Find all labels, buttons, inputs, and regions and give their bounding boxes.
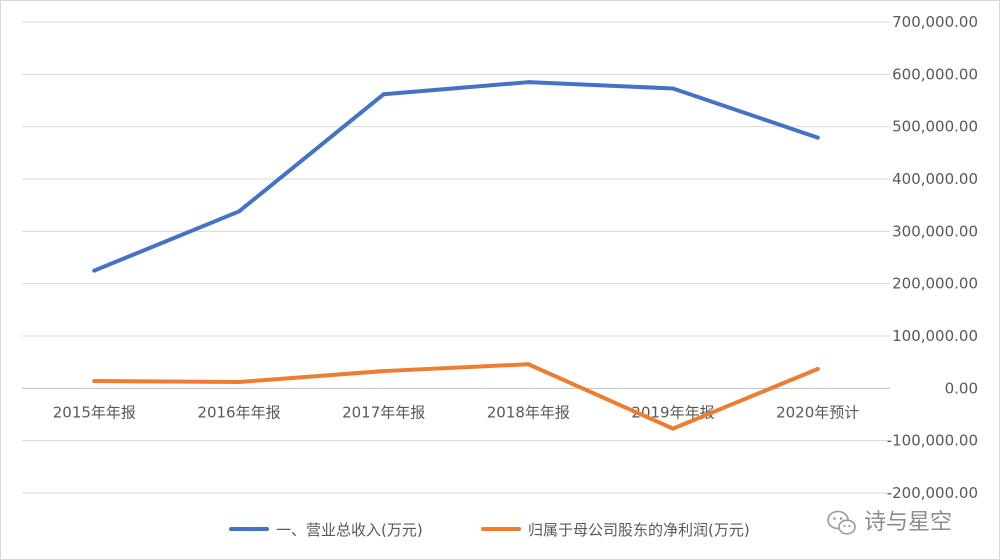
y-tick-label: 300,000.00: [892, 222, 978, 240]
y-tick-label: 0.00: [945, 379, 978, 397]
data-point: [815, 135, 820, 140]
y-tick-label: 200,000.00: [892, 275, 978, 293]
wechat-icon: [827, 510, 856, 535]
y-tick-label: 500,000.00: [892, 118, 978, 136]
data-point: [671, 426, 675, 431]
watermark-text: 诗与星空: [864, 510, 952, 535]
y-tick-label: -100,000.00: [887, 432, 978, 450]
y-axis-tick-labels: -200,000.00 -100,000.00 0.00 100,000.00 200,…: [887, 13, 978, 502]
x-tick-label: 2017年年报: [342, 403, 425, 421]
legend-label-revenue: 一、营业总收入(万元): [276, 521, 423, 539]
y-tick-label: -200,000.00: [887, 484, 978, 502]
x-tick-label: 2020年预计: [776, 403, 859, 421]
y-tick-label: 100,000.00: [892, 327, 978, 345]
data-point: [381, 369, 386, 374]
data-point: [381, 92, 386, 97]
series-lines: [92, 80, 820, 431]
data-point: [526, 80, 531, 85]
x-tick-label: 2015年年报: [53, 403, 136, 421]
y-tick-label: 400,000.00: [892, 170, 978, 188]
data-point: [237, 380, 241, 385]
x-tick-label: 2018年年报: [487, 403, 570, 421]
data-point: [237, 209, 241, 214]
legend-label-net-profit: 归属于母公司股东的净利润(万元): [528, 521, 750, 539]
data-point: [92, 268, 97, 273]
data-point: [671, 86, 675, 91]
x-tick-label: 2019年年报: [631, 403, 714, 421]
y-tick-label: 600,000.00: [892, 65, 978, 83]
legend: 一、营业总收入(万元) 归属于母公司股东的净利润(万元): [229, 521, 750, 539]
x-tick-label: 2016年年报: [197, 403, 280, 421]
y-tick-label: 700,000.00: [892, 13, 978, 31]
data-point: [526, 362, 531, 367]
x-axis-tick-labels: 2015年年报 2016年年报 2017年年报 2018年年报 2019年年报 2020年…: [53, 403, 860, 421]
legend-item-revenue: 一、营业总收入(万元): [229, 521, 423, 539]
data-point: [815, 366, 820, 371]
gridlines: [22, 21, 890, 494]
data-point: [92, 379, 97, 384]
legend-item-net-profit: 归属于母公司股东的净利润(万元): [481, 521, 750, 539]
watermark: 诗与星空: [827, 510, 952, 535]
revenue-line: [92, 80, 820, 273]
net-profit-line: [92, 362, 820, 431]
